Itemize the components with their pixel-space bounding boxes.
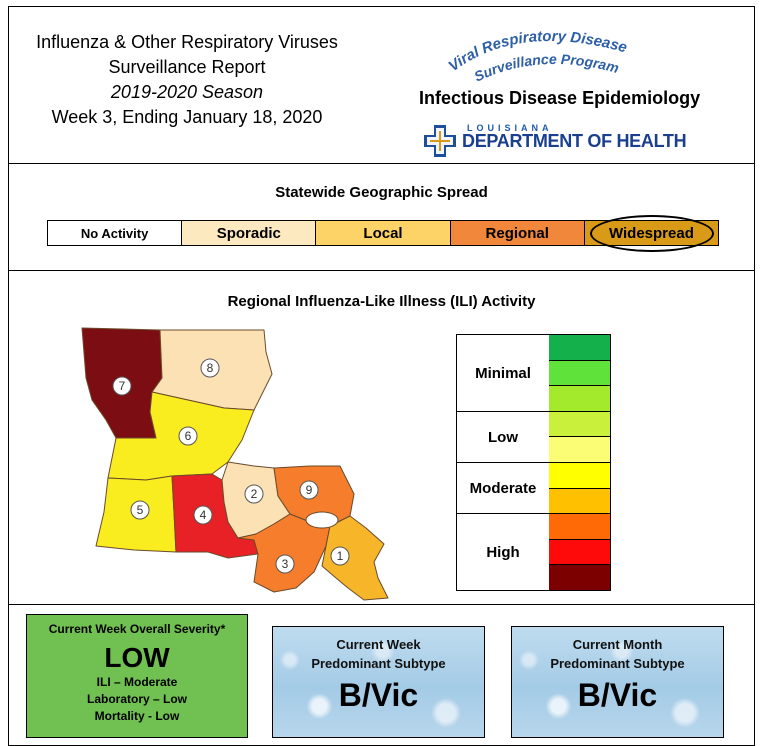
legend-low: Low <box>457 412 549 463</box>
week-subtype-line2: Predominant Subtype <box>311 656 446 671</box>
report-title: Influenza & Other Respiratory Viruses Su… <box>22 30 352 130</box>
svg-text:Surveillance Program: Surveillance Program <box>471 51 620 85</box>
legend-swatch <box>549 539 610 566</box>
legend-moderate: Moderate <box>457 463 549 514</box>
title-line-1: Influenza & Other Respiratory Viruses <box>36 32 338 52</box>
spread-local: Local <box>316 221 451 245</box>
divider-header <box>8 163 755 164</box>
month-subtype-line1: Current Month <box>572 637 663 652</box>
week-subtype-line1: Current Week <box>336 637 421 652</box>
region-3 <box>237 513 331 593</box>
season-label: 2019-2020 Season <box>110 82 264 102</box>
spread-title: Statewide Geographic Spread <box>275 184 488 201</box>
week-subtype-value: B/Vic <box>338 677 419 713</box>
severity-laboratory: Laboratory – Low <box>86 692 187 706</box>
legend-swatch <box>549 335 610 361</box>
legend-swatch <box>549 565 610 590</box>
map-label-2: 2 <box>251 487 258 501</box>
spread-sporadic: Sporadic <box>182 221 317 245</box>
spread-no-activity: No Activity <box>48 221 183 245</box>
month-subtype-value: B/Vic <box>577 677 658 713</box>
legend-high: High <box>486 543 520 561</box>
ldh-cross-icon <box>424 125 456 157</box>
ldh-department: DEPARTMENT OF HEALTH <box>462 131 687 151</box>
program-arc-text: Viral Respiratory Disease Surveillance P… <box>445 28 629 85</box>
legend-swatch <box>549 386 610 412</box>
severity-mortality: Mortality - Low <box>94 709 180 723</box>
legend-minimal: Minimal <box>457 335 549 412</box>
current-spread-marker <box>590 215 714 252</box>
ili-title: Regional Influenza-Like Illness (ILI) Ac… <box>227 293 536 310</box>
title-line-2: Surveillance Report <box>108 57 266 77</box>
map-label-1: 1 <box>337 549 344 563</box>
region-1 <box>321 515 389 601</box>
divider-ili <box>8 604 755 605</box>
map-label-7: 7 <box>119 379 126 393</box>
severity-level: LOW <box>104 642 170 673</box>
map-label-5: 5 <box>137 503 144 517</box>
month-subtype-box: Current Month Predominant Subtype B/Vic <box>511 626 724 738</box>
map-label-6: 6 <box>185 429 192 443</box>
louisiana-region-map: 7 8 6 5 4 2 9 3 1 <box>81 327 389 601</box>
division-name: Infectious Disease Epidemiology <box>419 88 701 108</box>
map-label-9: 9 <box>306 483 313 497</box>
legend-swatch <box>549 514 610 540</box>
program-logo: Viral Respiratory Disease Surveillance P… <box>405 16 715 157</box>
program-line-2: Surveillance Program <box>471 51 620 85</box>
ldh-state: LOUISIANA <box>467 123 553 133</box>
spread-regional: Regional <box>450 221 585 245</box>
legend-swatches <box>549 335 610 590</box>
legend-swatch <box>549 411 610 438</box>
week-label: Week 3, Ending January 18, 2020 <box>51 107 323 127</box>
map-label-4: 4 <box>200 508 207 522</box>
legend-swatch <box>549 462 610 489</box>
ili-legend: Minimal Low Moderate High <box>456 334 611 591</box>
month-subtype-line2: Predominant Subtype <box>550 656 685 671</box>
severity-box: Current Week Overall Severity* LOW ILI –… <box>26 614 248 738</box>
divider-spread <box>8 270 755 271</box>
severity-title: Current Week Overall Severity* <box>48 622 226 636</box>
legend-swatch <box>549 488 610 515</box>
week-subtype-box: Current Week Predominant Subtype B/Vic <box>272 626 485 738</box>
legend-swatch <box>549 360 610 387</box>
severity-ili: ILI – Moderate <box>96 675 178 689</box>
legend-swatch <box>549 437 610 463</box>
map-label-3: 3 <box>282 557 289 571</box>
map-label-8: 8 <box>207 361 214 375</box>
